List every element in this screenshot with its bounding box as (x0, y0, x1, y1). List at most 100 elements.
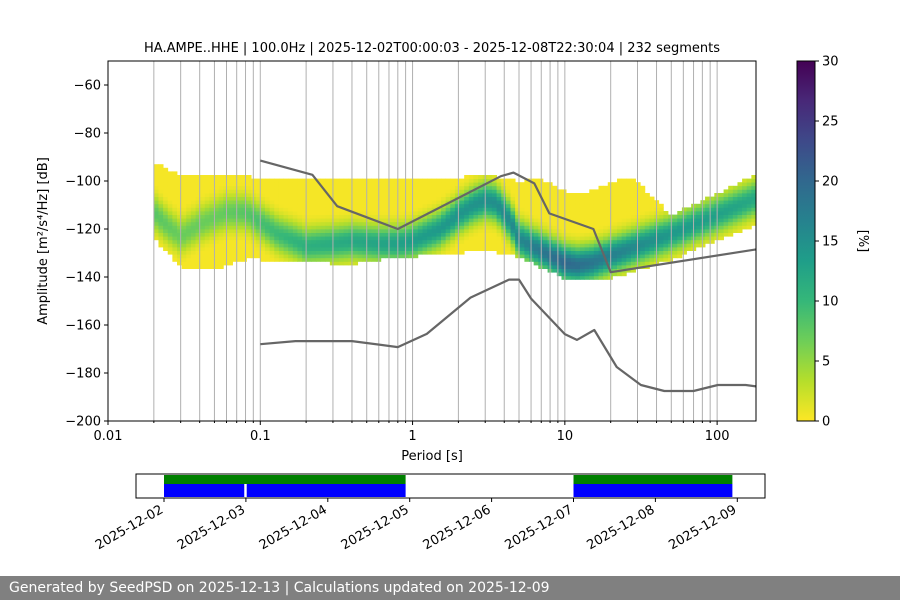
heatmap-cell (325, 257, 331, 262)
heatmap-cell (593, 193, 599, 197)
heatmap-cell (570, 272, 576, 277)
heatmap-cell (454, 203, 460, 208)
heatmap-cell (204, 243, 210, 248)
heatmap-cell (579, 272, 586, 277)
heatmap-cell (422, 218, 428, 223)
heatmap-cell (274, 250, 280, 255)
heatmap-cell (556, 265, 562, 269)
heatmap-cell (473, 211, 479, 215)
heatmap-cell (186, 175, 192, 179)
heatmap-cell (353, 178, 359, 183)
heatmap-cell (422, 200, 428, 205)
heatmap-cell (515, 254, 521, 259)
heatmap-cell (524, 207, 530, 212)
heatmap-cell (617, 239, 623, 244)
heatmap-cell (329, 218, 335, 223)
heatmap-cell (626, 214, 632, 219)
heatmap-cell (190, 182, 196, 187)
heatmap-cell (186, 193, 192, 197)
heatmap-cell (723, 203, 729, 208)
heatmap-cell (186, 229, 192, 233)
heatmap-cell (593, 254, 599, 259)
heatmap-cell (630, 254, 636, 259)
heatmap-cell (737, 182, 743, 187)
heatmap-cell (163, 189, 169, 194)
heatmap-cell (478, 214, 484, 219)
heatmap-cell (515, 243, 521, 248)
heatmap-cell (172, 203, 178, 208)
heatmap-cell (195, 200, 201, 205)
heatmap-cell (413, 221, 419, 226)
heatmap-cell (353, 236, 359, 241)
heatmap-cell (487, 232, 493, 237)
heatmap-cell (371, 221, 377, 226)
heatmap-cell (718, 211, 724, 215)
heatmap-cell (533, 182, 539, 187)
heatmap-cell (348, 207, 354, 212)
heatmap-cell (366, 214, 372, 219)
heatmap-cell (436, 185, 442, 190)
heatmap-cell (403, 185, 409, 190)
date-tick-label: 2025-12-02 (93, 502, 166, 553)
noise-model-lines (260, 159, 756, 393)
heatmap-cell (353, 239, 359, 244)
heatmap-cell (427, 189, 433, 194)
heatmap-cell (570, 196, 576, 201)
heatmap-cell (394, 247, 400, 251)
heatmap-cell (570, 243, 576, 248)
heatmap-cell (630, 178, 636, 183)
heatmap-cell (603, 232, 609, 237)
heatmap-cell (380, 182, 386, 187)
heatmap-cell (302, 178, 308, 183)
date-tick-label: 2025-12-04 (257, 502, 330, 553)
heatmap-cell (464, 218, 470, 223)
heatmap-cell (705, 225, 711, 230)
heatmap-cell (524, 185, 530, 190)
heatmap-cell (362, 218, 368, 223)
heatmap-cell (746, 207, 752, 212)
heatmap-cell (274, 200, 280, 205)
heatmap-cell (575, 275, 581, 280)
heatmap-cell (329, 236, 335, 241)
heatmap-cell (297, 239, 303, 244)
heatmap-cell (357, 257, 363, 262)
heatmap-cell (315, 207, 321, 212)
heatmap-cell (403, 225, 409, 230)
heatmap-cell (723, 196, 729, 201)
heatmap-cell (505, 232, 511, 237)
heatmap-cell (621, 257, 627, 262)
heatmap-cell (441, 225, 447, 230)
heatmap-cell (584, 196, 590, 201)
heatmap-cell (385, 200, 391, 205)
heatmap-cell (556, 268, 562, 273)
heatmap-cell (214, 243, 220, 248)
heatmap-cell (232, 214, 238, 219)
heatmap-cell (533, 250, 539, 255)
heatmap-cell (552, 200, 558, 205)
heatmap-cell (459, 189, 465, 194)
heatmap-cell (584, 254, 590, 259)
heatmap-cell (589, 200, 595, 205)
heatmap-cell (306, 207, 312, 212)
heatmap-cell (575, 257, 581, 262)
heatmap-cell (325, 250, 331, 255)
heatmap-cell (649, 211, 655, 215)
heatmap-cell (167, 247, 173, 251)
y-tick-label: −100 (65, 175, 101, 190)
heatmap-cell (644, 221, 650, 226)
heatmap-cell (366, 182, 372, 187)
heatmap-cell (265, 250, 271, 255)
heatmap-cell (195, 193, 201, 197)
heatmap-cell (288, 211, 294, 215)
heatmap-cell (408, 207, 414, 212)
heatmap-cell (422, 185, 428, 190)
heatmap-cell (306, 221, 312, 226)
heatmap-cell (556, 207, 562, 212)
heatmap-cell (227, 196, 233, 201)
heatmap-cell (274, 257, 280, 262)
heatmap-cell (459, 185, 465, 190)
heatmap-cell (399, 203, 405, 208)
heatmap-cell (167, 189, 173, 194)
heatmap-cell (283, 257, 289, 262)
heatmap-cell (700, 236, 706, 241)
